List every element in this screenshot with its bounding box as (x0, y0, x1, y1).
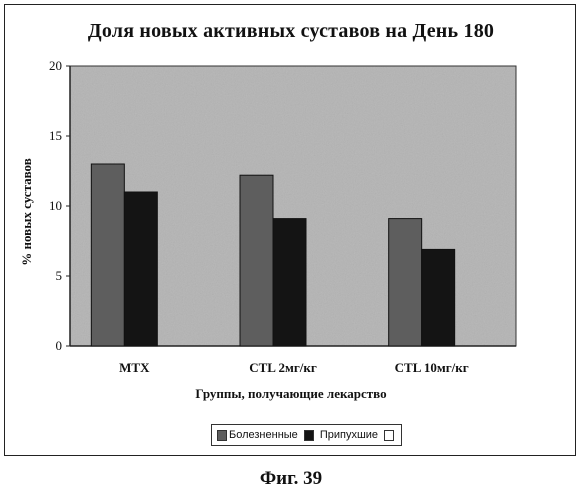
y-tick-label: 20 (49, 58, 62, 73)
legend-label-painful: Болезненные (229, 429, 298, 441)
figure-caption: Фиг. 39 (259, 468, 323, 489)
x-categories-group: MTX CTL 2мг/кг CTL 10мг/кг (119, 360, 469, 375)
bar-painful-0 (90, 163, 125, 347)
bar-swollen-2 (421, 248, 456, 347)
bar-swollen-0 (123, 191, 158, 347)
bar-painful-2 (388, 218, 423, 347)
bar-swollen-1 (272, 218, 307, 347)
legend-swatch-swollen (384, 429, 395, 441)
legend-swatch-swollen-dark (303, 429, 314, 441)
chart-title: Доля новых активных суставов на День 180 (87, 20, 495, 42)
y-tick-label: 10 (49, 198, 62, 213)
legend-label-swollen: Припухшие (319, 429, 379, 441)
legend-entry-swollen: Припухшие (303, 429, 396, 441)
y-axis-label: % новых суставов (19, 158, 34, 266)
y-tick-label: 5 (56, 268, 63, 283)
bars-group (90, 163, 456, 347)
y-ticks-group: 0 5 10 15 20 (49, 58, 70, 353)
legend: Болезненные Припухшие (211, 424, 403, 446)
x-category-label: CTL 2мг/кг (249, 360, 317, 375)
legend-swatch-painful (217, 429, 227, 441)
x-axis-label: Группы, получающие лекарство (195, 386, 387, 401)
x-category-label: MTX (119, 360, 150, 375)
x-category-label: CTL 10мг/кг (395, 360, 469, 375)
legend-entry-painful: Болезненные (217, 429, 304, 441)
bar-painful-1 (239, 174, 274, 347)
y-tick-label: 15 (49, 128, 62, 143)
y-tick-label: 0 (56, 338, 63, 353)
